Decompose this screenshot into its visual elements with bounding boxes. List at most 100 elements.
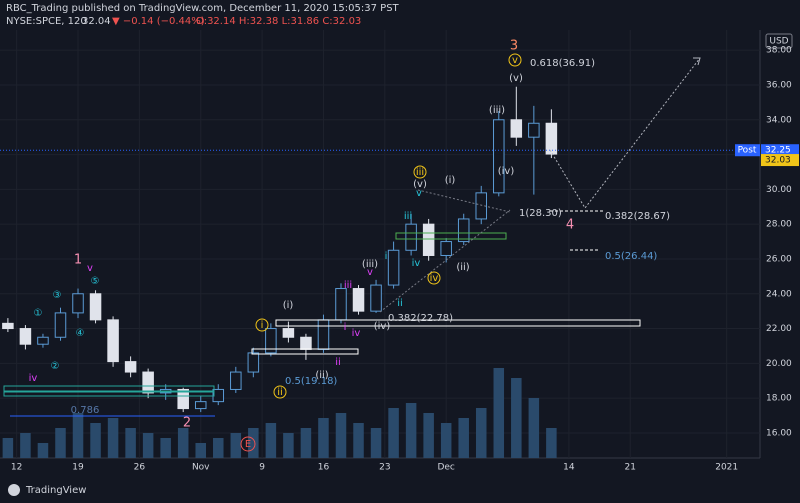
candle-body — [142, 371, 154, 394]
volume-bar — [546, 428, 557, 458]
volume-bar — [458, 418, 469, 458]
fib-label: 0.618(36.91) — [530, 58, 595, 69]
volume-bar — [300, 428, 312, 458]
volume-bar — [335, 413, 347, 458]
wave-label: (ii) — [315, 370, 328, 381]
wave-label: i — [385, 251, 388, 262]
y-tick-label: 34.00 — [766, 115, 792, 125]
circle — [413, 165, 427, 179]
wave-label: (iv) — [374, 321, 391, 332]
volume-bar — [440, 423, 452, 458]
candle-body — [212, 388, 225, 403]
fib-label: 0.382(22.78) — [388, 313, 453, 324]
symbol: NYSE:SPCE, 120 — [6, 16, 87, 27]
y-tick-label: 22.00 — [766, 324, 792, 334]
wave-label: (iii) — [362, 259, 378, 270]
volume-bar — [283, 433, 294, 458]
wave-label: v — [367, 267, 373, 278]
zone — [251, 348, 359, 355]
wave-label: (iii) — [489, 105, 505, 116]
fib-label: 0.5(26.44) — [605, 251, 657, 262]
wave-label: ii — [277, 387, 283, 398]
wave-label: 1 — [74, 253, 82, 268]
circle — [508, 53, 522, 67]
volume-bar — [493, 368, 505, 458]
circle — [255, 318, 269, 332]
currency-box — [765, 33, 793, 49]
volume-bar — [2, 438, 14, 458]
candle-body — [194, 401, 207, 410]
candle-body — [335, 288, 347, 321]
y-tick-label: 18.00 — [766, 394, 792, 404]
candle-body — [72, 293, 84, 314]
volume-bar — [248, 428, 259, 458]
arrow-head — [693, 57, 701, 66]
volume-bar — [37, 443, 49, 458]
candle-body — [37, 336, 49, 345]
annotations: 1 v ① ② ③ ④ ⑤ iv 2 0.786 E (i) i ii 0.5(… — [29, 39, 671, 451]
candle-body — [528, 122, 540, 138]
y-tick-label: 20.00 — [766, 359, 792, 369]
candle-body — [457, 218, 470, 243]
wave-label: iv — [412, 258, 421, 269]
fib-label: 0.5(19.18) — [285, 376, 337, 387]
candle-body — [124, 361, 137, 373]
zone — [275, 319, 641, 327]
volume-bar — [90, 423, 101, 458]
x-tick-label: 19 — [72, 463, 84, 473]
volume-bar — [528, 398, 540, 458]
volume-bar — [125, 428, 136, 458]
candle-body — [2, 322, 14, 330]
fib-label: 1(28.30) — [519, 208, 562, 219]
wave-label: ③ — [53, 290, 62, 301]
x-tick-label: Nov — [192, 463, 210, 473]
wave-label: 4 — [566, 218, 574, 233]
last-price-label: 32.03 — [765, 156, 791, 166]
event-label: E — [245, 439, 251, 450]
volume-bar — [160, 438, 171, 458]
x-tick-label: 23 — [379, 463, 390, 473]
wave-label: ④ — [76, 328, 85, 339]
last-price-box — [761, 154, 799, 167]
candle-body — [300, 336, 312, 350]
post-tag-box — [735, 144, 760, 157]
x-tick-label: 9 — [259, 463, 265, 473]
volume-bar — [370, 428, 382, 458]
wave-label: i — [344, 322, 347, 333]
volume-bar — [353, 423, 364, 458]
ohlc: O:32.14 H:32.38 L:31.86 C:32.03 — [196, 16, 361, 27]
wave-label: (iv) — [498, 166, 515, 177]
logo — [8, 484, 20, 496]
wave-label: iii — [404, 211, 412, 222]
wave-label: (i) — [283, 300, 294, 311]
post-price-label: 32.25 — [765, 146, 791, 156]
publisher: RBC_Trading published on TradingView.com… — [6, 3, 400, 14]
circle — [273, 385, 287, 399]
candle-body — [440, 241, 452, 256]
wave-label: iii — [344, 280, 352, 291]
candle-body — [282, 328, 295, 338]
y-tick-label: 38.00 — [766, 46, 792, 56]
wave-label: i — [261, 320, 264, 331]
candle-body — [510, 119, 523, 138]
wave-label: (ii) — [456, 262, 469, 273]
fib-label: 0.382(28.67) — [605, 211, 670, 222]
x-tick-label: 12 — [11, 463, 22, 473]
volume-bar — [72, 413, 84, 458]
volume-bar — [55, 428, 66, 458]
candle-body — [475, 192, 488, 220]
y-tick-label: 24.00 — [766, 289, 792, 299]
candle-body — [493, 119, 505, 194]
volume-bar — [177, 428, 189, 458]
wave-label: iii — [416, 167, 424, 178]
y-tick-label: 36.00 — [766, 80, 792, 90]
x-tick-label: Dec — [437, 463, 454, 473]
zone — [395, 232, 507, 240]
wave-label: v — [87, 263, 93, 274]
candle-body — [387, 249, 400, 286]
volume-bar — [388, 408, 399, 458]
x-tick-label: 21 — [625, 463, 636, 473]
change: ▼ −0.14 (−0.44%) — [112, 16, 205, 27]
wave-label: (i) — [445, 175, 456, 186]
